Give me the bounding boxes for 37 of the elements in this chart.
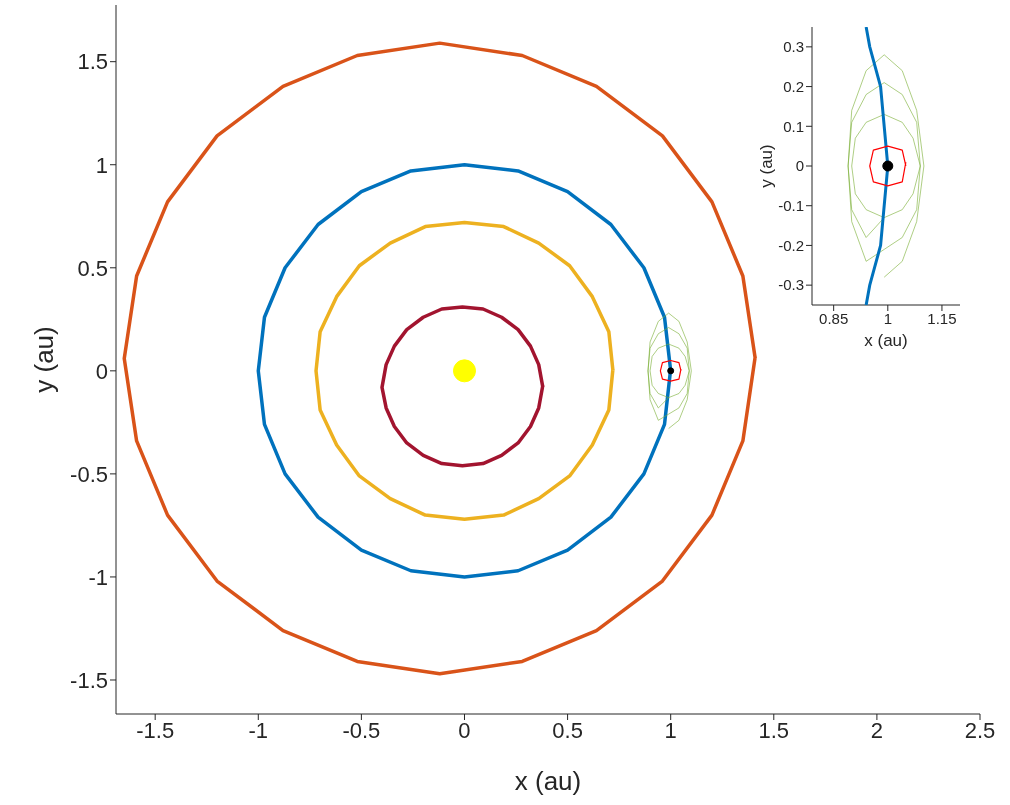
line-series (847, 54, 925, 278)
y-tick-label: 0.3 (783, 38, 804, 56)
line-series (869, 145, 907, 187)
line-series (380, 305, 545, 468)
y-tick-label: -0.5 (70, 461, 108, 487)
x-tick-label: 0 (458, 717, 471, 743)
y-tick-label: -1.5 (70, 667, 108, 693)
y-tick-label: 1.5 (77, 49, 108, 75)
y-tick-label: -0.1 (778, 197, 804, 215)
x-tick-label: 0.5 (552, 717, 583, 743)
y-tick-label: 0 (95, 358, 108, 384)
y-tick-label: 0 (795, 157, 804, 175)
x-tick-label: 2 (870, 717, 884, 743)
x-tick-label: 2.5 (964, 717, 996, 743)
y-tick-label: 0.5 (77, 255, 108, 281)
x-axis-title: x (au) (864, 331, 908, 350)
x-tick-label: 1 (883, 309, 892, 327)
y-tick-label: 1 (95, 152, 108, 178)
line-series (314, 220, 615, 521)
line-series (647, 312, 692, 429)
y-tick-label: 0.1 (783, 117, 804, 135)
x-tick-label: 0.85 (819, 309, 849, 327)
y-tick-label: -0.3 (778, 276, 804, 294)
x-tick-label: -0.5 (342, 717, 381, 743)
x-tick-label: 1.15 (927, 309, 957, 327)
x-axis-title: x (au) (514, 766, 582, 796)
y-axis-title: y (au) (29, 326, 60, 393)
x-tick-label: 1 (664, 717, 677, 743)
y-tick-label: 0.2 (783, 77, 804, 95)
x-tick-label: -1 (248, 717, 269, 743)
y-tick-label: -1 (88, 564, 108, 590)
y-axis-title: y (au) (757, 144, 777, 188)
x-tick-label: -1.5 (136, 717, 175, 743)
line-series (256, 162, 673, 579)
line-series (122, 41, 757, 676)
y-tick-label: -0.2 (778, 236, 804, 254)
line-series (659, 359, 682, 382)
